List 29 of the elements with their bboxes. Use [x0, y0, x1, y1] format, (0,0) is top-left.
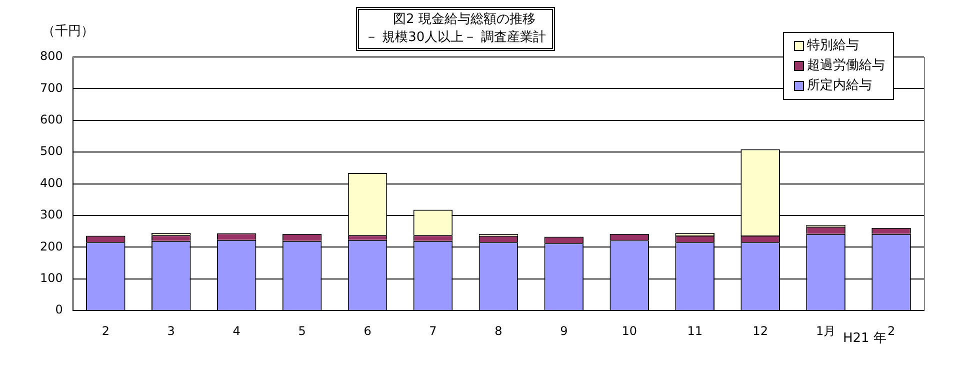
y-tick-label: 600: [40, 112, 63, 127]
x-tick-label: 3: [167, 324, 175, 338]
y-tick-label: 800: [40, 49, 63, 64]
x-tick-label: 4: [232, 324, 240, 338]
x-tick-label: 10: [622, 324, 638, 338]
x-tick-label: 8: [494, 324, 502, 338]
y-tick-label: 400: [40, 176, 63, 190]
legend-label: 超過労働給与: [807, 57, 885, 75]
y-tick-label: 0: [55, 302, 63, 317]
y-tick-label: 300: [40, 208, 63, 222]
x-tick-label: 1月: [816, 324, 836, 338]
legend-label: 所定内給与: [807, 77, 872, 95]
chart-title: 図2 現金給与総額の推移: [392, 11, 536, 29]
text: H21 年: [843, 331, 886, 346]
x-tick-label: 11: [687, 324, 702, 338]
y-tick-label: 700: [40, 80, 63, 95]
x-tick-label: 2: [102, 324, 110, 338]
y-tick-label: 200: [40, 239, 63, 254]
y-tick-label: 500: [40, 144, 63, 158]
x-tick-label: 6: [364, 324, 372, 338]
x-tick-label: 7: [429, 324, 437, 338]
y-axis-title: （千円）: [42, 23, 94, 40]
x-tick-label: 2: [887, 324, 896, 338]
x-tick-label: 9: [560, 324, 568, 338]
chart-subtitle: － 規模30人以上－ 調査産業計: [365, 29, 546, 47]
x-tick-label: 5: [298, 324, 306, 338]
x-tick-label: 12: [752, 324, 768, 338]
legend-label: 特別給与: [807, 37, 859, 55]
y-tick-label: 100: [40, 271, 63, 286]
